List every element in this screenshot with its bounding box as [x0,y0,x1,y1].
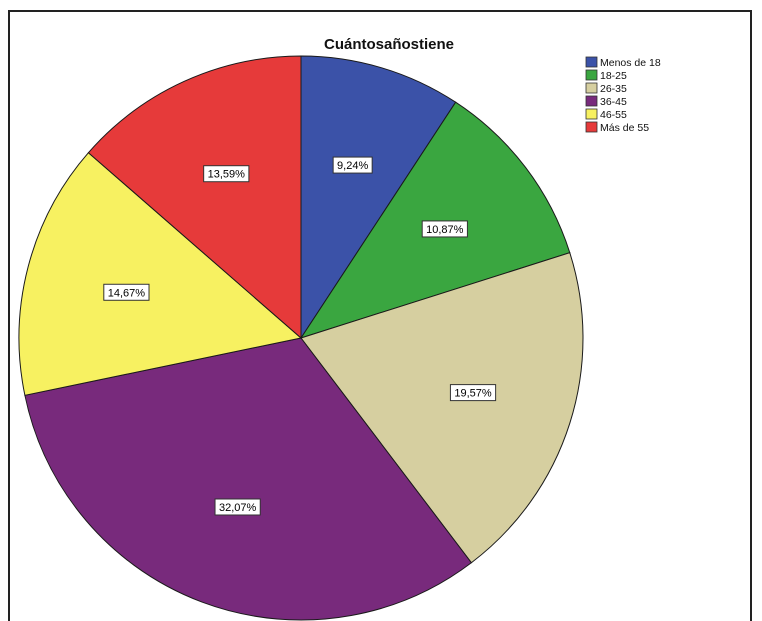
legend-item-menos-de-18: Menos de 18 [585,56,661,69]
legend-swatch [585,56,598,68]
data-label-box [214,498,261,516]
legend-item-36-45: 36-45 [585,95,627,108]
legend-label: 18-25 [600,70,627,82]
pie-data-labels: 9,24% 10,87% 19,57% 32,07% 14,67% 13,59% [103,156,497,516]
pie-slices [18,55,584,621]
data-label-text: 32,07% [219,502,257,514]
legend-item-46-55: 46-55 [585,108,627,121]
legend-swatch [585,82,598,94]
data-label-text: 10,87% [426,224,464,236]
legend-swatch [585,108,598,120]
data-label-box [332,156,373,174]
data-label-menos-de-18: 9,24% [332,156,373,174]
pie-slice-46-55 [18,151,303,396]
legend-swatch [585,121,598,133]
legend-swatch [585,69,598,81]
data-label-box [421,220,468,238]
pie-slice-mas-de-55 [87,55,302,340]
data-label-18-25: 10,87% [421,220,468,238]
pie-slice-menos-de-18 [300,55,457,340]
data-label-text: 13,59% [208,169,246,181]
legend-item-18-25: 18-25 [585,69,627,82]
data-label-text: 19,57% [454,388,492,400]
data-label-26-35: 19,57% [449,384,497,402]
pie-slice-36-45 [24,337,473,621]
chart-title: Cuántosañostiene [324,36,454,53]
legend-item-mas-de-55: Más de 55 [585,121,649,134]
data-label-46-55: 14,67% [103,283,150,301]
legend-item-26-35: 26-35 [585,82,627,95]
legend-label: Más de 55 [600,122,649,134]
legend-label: Menos de 18 [600,57,661,69]
pie-slice-26-35 [300,252,584,564]
data-label-mas-de-55: 13,59% [203,165,250,183]
legend-swatch [585,95,598,107]
legend-label: 26-35 [600,83,627,95]
pie-slice-18-25 [299,101,571,339]
data-label-box [203,165,250,183]
data-label-text: 9,24% [337,160,368,172]
legend-label: 36-45 [600,96,627,108]
data-label-box [449,384,497,402]
legend-label: 46-55 [600,109,627,121]
data-label-text: 14,67% [108,287,146,299]
data-label-36-45: 32,07% [214,498,261,516]
data-label-box [103,283,150,301]
